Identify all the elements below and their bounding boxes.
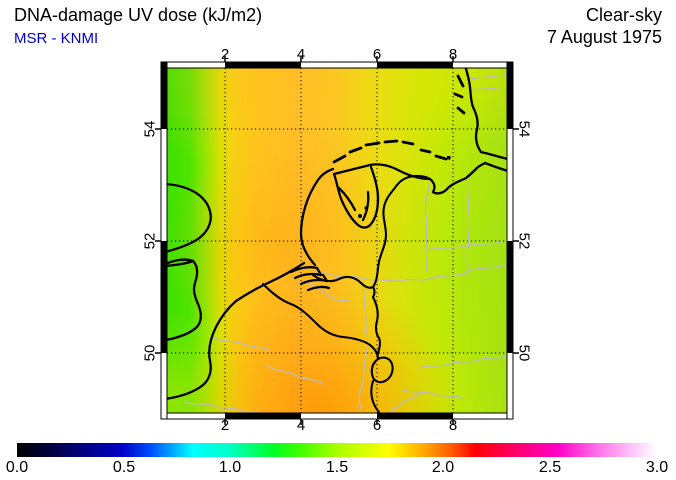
uv-field bbox=[167, 68, 507, 413]
lon-tick-bottom-6: 6 bbox=[372, 417, 382, 434]
colorbar bbox=[17, 443, 657, 457]
colorbar-tick-2.0: 2.0 bbox=[431, 459, 455, 476]
colorbar-tick-3.0: 3.0 bbox=[645, 459, 669, 476]
lat-tick-left-54: 54 bbox=[141, 120, 159, 138]
map-frame bbox=[155, 56, 519, 425]
lon-tick-top-4: 4 bbox=[296, 46, 306, 63]
lat-tick-left-50: 50 bbox=[141, 344, 159, 362]
sky-condition-label: Clear-sky bbox=[585, 5, 662, 25]
colorbar-tick-0.0: 0.0 bbox=[5, 459, 29, 476]
plot-title: DNA-damage UV dose (kJ/m2) bbox=[14, 5, 263, 25]
date-label: 7 August 1975 bbox=[546, 27, 662, 47]
lat-tick-right-54: 54 bbox=[515, 120, 533, 138]
colorbar-tick-1.5: 1.5 bbox=[325, 459, 349, 476]
colorbar-tick-2.5: 2.5 bbox=[538, 459, 562, 476]
colorbar-tick-0.5: 0.5 bbox=[112, 459, 136, 476]
lon-tick-top-2: 2 bbox=[220, 46, 230, 63]
lon-tick-bottom-4: 4 bbox=[296, 417, 306, 434]
lon-tick-top-6: 6 bbox=[372, 46, 382, 63]
lon-tick-bottom-2: 2 bbox=[220, 417, 230, 434]
coastlines bbox=[167, 68, 507, 400]
colorbar-tick-1.0: 1.0 bbox=[218, 459, 242, 476]
data-source-label: MSR - KNMI bbox=[14, 30, 99, 47]
lon-tick-top-8: 8 bbox=[448, 46, 458, 63]
lon-tick-bottom-8: 8 bbox=[448, 417, 458, 434]
rivers-minor-borders bbox=[184, 73, 507, 413]
wadden-islands bbox=[332, 74, 466, 164]
lat-tick-right-50: 50 bbox=[515, 344, 533, 362]
flevoland-speck bbox=[358, 214, 362, 218]
lat-tick-left-52: 52 bbox=[141, 232, 159, 250]
country-borders bbox=[261, 174, 432, 413]
helgoland-island bbox=[447, 156, 451, 160]
ijsselmeer-speck bbox=[364, 206, 368, 210]
lat-tick-right-52: 52 bbox=[515, 232, 533, 250]
